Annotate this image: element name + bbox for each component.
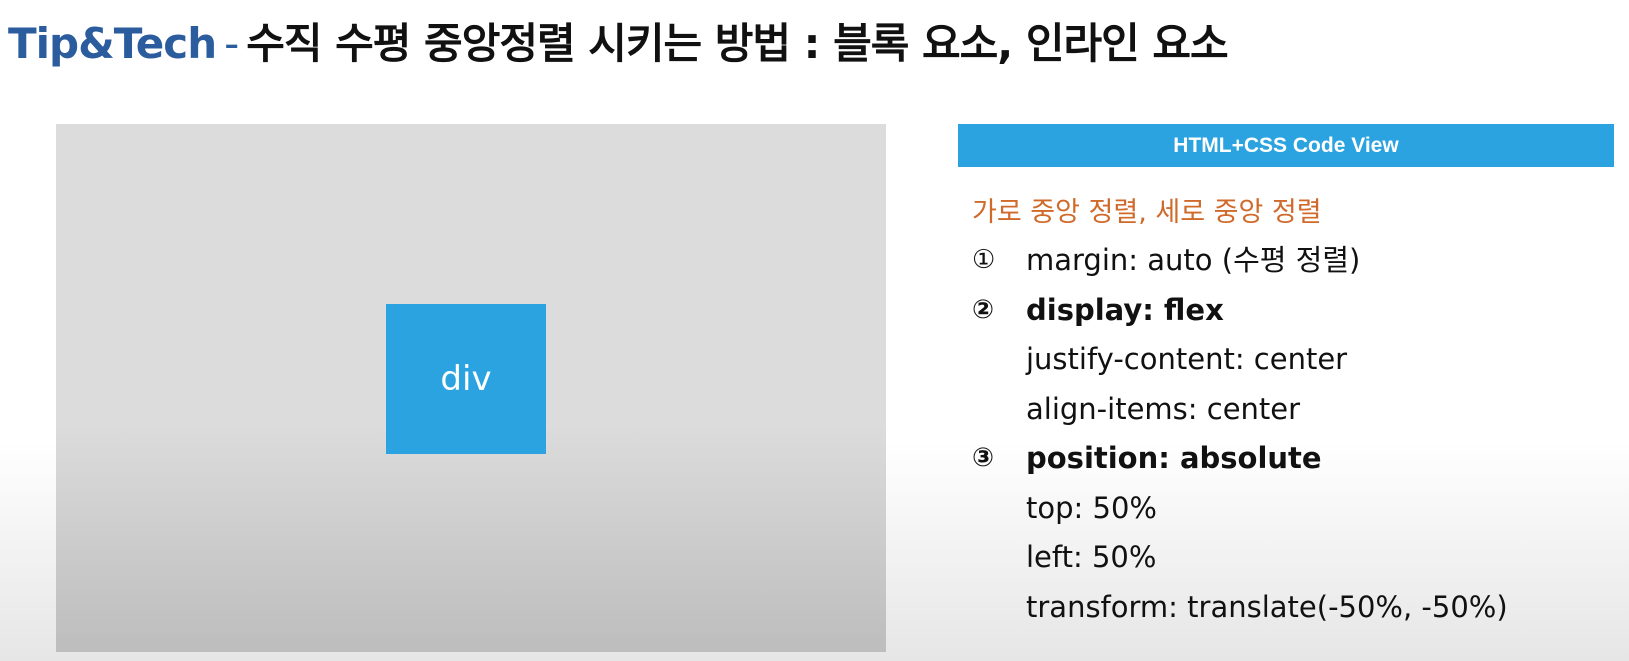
code-text: display: flex	[1026, 292, 1224, 327]
title-separator: -	[224, 19, 239, 68]
code-text: left: 50%	[1026, 540, 1157, 574]
brand-label: Tip&Tech	[8, 19, 217, 68]
code-view-subtitle: 가로 중앙 정렬, 세로 중앙 정렬	[972, 197, 1322, 228]
div-box-label: div	[440, 359, 492, 399]
code-text: margin: auto (수평 정렬)	[1026, 243, 1361, 277]
page-title: Tip&Tech - 수직 수평 중앙정렬 시키는 방법 : 블록 요소, 인라인 …	[8, 10, 1229, 71]
title-text: 수직 수평 중앙정렬 시키는 방법 : 블록 요소, 인라인 요소	[246, 19, 1228, 68]
demo-container: div	[56, 124, 886, 652]
code-view-header-label: HTML+CSS Code View	[1173, 133, 1399, 157]
code-view-header: HTML+CSS Code View	[958, 124, 1614, 167]
code-text: justify-content: center	[1026, 342, 1348, 376]
code-text: transform: translate(-50%, -50%)	[1026, 589, 1508, 624]
step-number-3: ③	[972, 443, 995, 473]
code-text: top: 50%	[1026, 490, 1157, 525]
centered-div-box: div	[386, 304, 546, 454]
step-number-1: ①	[972, 245, 996, 275]
code-text: position: absolute	[1026, 441, 1322, 475]
step-number-2: ②	[972, 294, 995, 325]
code-text: align-items: center	[1026, 391, 1301, 426]
